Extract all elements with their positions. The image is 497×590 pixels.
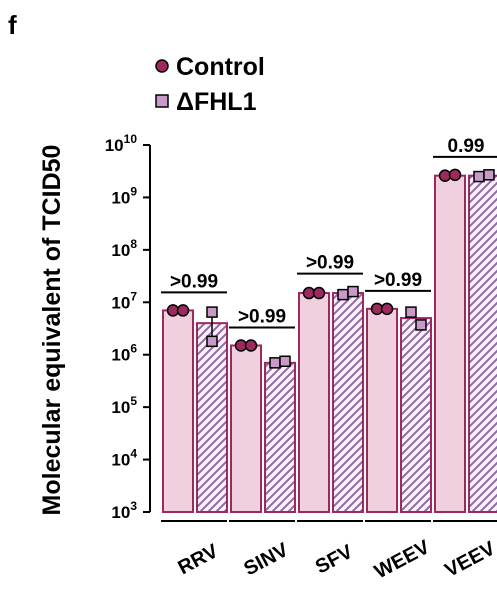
data-point-dfhl1 [415, 319, 427, 331]
bar-dfhl1-sfv [332, 292, 364, 513]
data-point-control [176, 304, 190, 317]
y-tick-label: 109 [111, 184, 137, 207]
x-tick-label-sinv: SINV [240, 539, 292, 581]
bars [162, 174, 497, 514]
comparison-label: >0.99 [306, 253, 354, 274]
data-point-control [448, 168, 462, 182]
data-point-dfhl1 [337, 288, 349, 301]
y-tick-label: 106 [111, 342, 137, 365]
bar-dfhl1-veev [468, 174, 497, 513]
y-axis: 103 104 105 106 107 108 109 1010 [105, 132, 151, 522]
data-point-control [312, 286, 326, 300]
data-point-dfhl1 [405, 306, 417, 318]
legend-marker-control [155, 59, 169, 73]
y-tick-label: 108 [111, 237, 137, 260]
x-tick-label-rrv: RRV [175, 540, 223, 579]
panel-label: f [8, 10, 17, 40]
bar-control-rrv [162, 309, 194, 514]
data-point-control [380, 302, 394, 316]
comparison-label: 0.99 [448, 136, 485, 157]
comparison-label: >0.99 [170, 271, 218, 292]
x-tick-label-weev: WEEV [371, 536, 434, 583]
data-point-dfhl1 [347, 285, 359, 298]
comparison-label: >0.99 [374, 270, 422, 291]
bar-dfhl1-weev [400, 317, 432, 514]
y-tick-label: 105 [111, 394, 137, 417]
data-point-dfhl1 [279, 355, 291, 368]
data-point-dfhl1 [206, 335, 218, 348]
y-tick-label: 107 [111, 289, 137, 312]
legend-label-control: Control [176, 53, 265, 81]
bar-control-veev [434, 174, 466, 513]
data-point-control [244, 339, 258, 352]
bar-dfhl1-rrv [196, 322, 228, 513]
legend-label-dfhl1: ΔFHL1 [176, 88, 257, 116]
legend: Control ΔFHL1 [155, 53, 265, 116]
bar-dfhl1-sinv [264, 361, 296, 513]
bar-control-weev [366, 307, 398, 513]
x-tick-label-sfv: SFV [312, 541, 357, 579]
data-point-dfhl1 [269, 357, 281, 369]
data-point-dfhl1 [473, 170, 485, 183]
y-axis-label: Molecular equivalent of TCID50 [38, 145, 66, 516]
data-point-dfhl1 [483, 169, 495, 181]
comparison-label: >0.99 [238, 306, 286, 327]
x-tick-label-veev: VEEV [441, 537, 497, 582]
data-point-dfhl1 [206, 306, 218, 318]
bar-control-sinv [230, 344, 262, 514]
x-tick-labels: RRV SINV SFV WEEV VEEV [161, 520, 497, 583]
y-tick-label: 104 [111, 447, 137, 470]
comparisons: >0.99 >0.99 >0.99 >0.99 0.99 [161, 136, 497, 329]
legend-marker-dfhl1 [155, 94, 169, 108]
data-points [166, 168, 495, 369]
y-tick-label: 103 [111, 499, 137, 522]
bar-control-sfv [298, 292, 330, 513]
y-tick-label: 1010 [105, 132, 138, 155]
